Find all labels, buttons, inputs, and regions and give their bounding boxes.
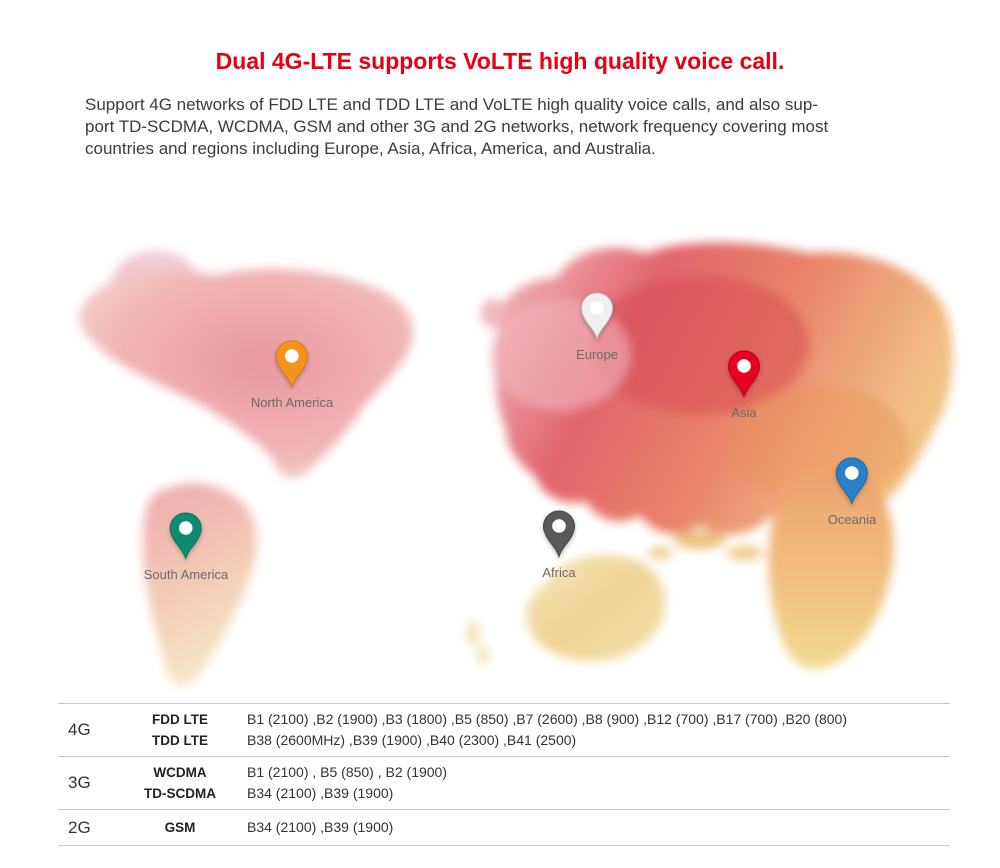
table-row-2g: 2G GSM B34 (2100) ,B39 (1900)	[58, 809, 950, 846]
tech-wcdma: WCDMA	[153, 765, 207, 780]
bands-fdd-lte: B1 (2100) ,B2 (1900) ,B3 (1800) ,B5 (850…	[247, 711, 848, 727]
generation-label: 4G	[68, 720, 91, 739]
eurasia-red-wash	[590, 275, 810, 415]
table-row-3g: 3G WCDMA TD-SCDMA B1 (2100) , B5 (850) ,…	[58, 756, 950, 809]
technology-labels: GSM	[126, 817, 234, 838]
pin-label-europe: Europe	[576, 347, 618, 362]
bands-wcdma: B1 (2100) , B5 (850) , B2 (1900)	[247, 764, 447, 780]
intro-line-2: port TD-SCDMA, WCDMA, GSM and other 3G a…	[85, 117, 829, 136]
pin-label-africa: Africa	[542, 565, 576, 580]
map-pin-north-america: North America	[251, 340, 333, 410]
continent-africa-shape	[768, 466, 894, 669]
intro-line-3: countries and regions including Europe, …	[85, 139, 656, 158]
band-values: B34 (2100) ,B39 (1900)	[234, 817, 950, 838]
pin-icon-africa	[542, 510, 576, 558]
pin-label-south-america: South America	[143, 567, 229, 582]
island-1	[674, 531, 726, 549]
bands-tdd-lte: B38 (2600MHz) ,B39 (1900) ,B40 (2300) ,B…	[247, 732, 577, 748]
band-values: B1 (2100) ,B2 (1900) ,B3 (1800) ,B5 (850…	[234, 709, 950, 751]
pin-icon-south-america	[169, 512, 202, 560]
continent-north-america	[79, 268, 414, 478]
page-title: Dual 4G-LTE supports VoLTE high quality …	[215, 48, 785, 74]
intro-line-1: Support 4G networks of FDD LTE and TDD L…	[85, 95, 818, 114]
bands-td-scdma: B34 (2100) ,B39 (1900)	[247, 785, 394, 801]
continent-australia-shape	[526, 554, 666, 662]
bands-gsm: B34 (2100) ,B39 (1900)	[247, 819, 394, 835]
island-4	[466, 621, 480, 645]
map-pin-europe: Europe	[576, 292, 618, 362]
map-pin-south-america: South America	[143, 512, 229, 582]
island-3	[648, 547, 672, 559]
pin-label-oceania: Oceania	[827, 512, 877, 527]
pin-icon-asia	[727, 350, 761, 398]
pin-icon-europe	[580, 292, 613, 340]
island-2	[727, 546, 763, 560]
britain-blob	[481, 298, 503, 328]
pin-label-north-america: North America	[250, 395, 334, 410]
tech-gsm: GSM	[164, 820, 196, 835]
map-pin-oceania: Oceania	[828, 457, 876, 527]
tech-td-scdma: TD-SCDMA	[144, 786, 216, 801]
generation-label: 2G	[68, 817, 91, 837]
world-map-section: North America South America Europe Asia	[0, 235, 1000, 695]
map-pin-africa: Africa	[542, 510, 576, 580]
tech-fdd-lte: FDD LTE	[152, 712, 208, 727]
technology-labels: WCDMA TD-SCDMA	[126, 762, 234, 804]
island-5	[477, 645, 489, 665]
generation-label: 3G	[68, 773, 91, 792]
band-values: B1 (2100) , B5 (850) , B2 (1900) B34 (21…	[234, 762, 950, 804]
frequency-table: 4G FDD LTE TDD LTE B1 (2100) ,B2 (1900) …	[58, 703, 950, 846]
pin-label-asia: Asia	[731, 405, 757, 420]
table-row-4g: 4G FDD LTE TDD LTE B1 (2100) ,B2 (1900) …	[58, 703, 950, 756]
pin-icon-oceania	[835, 457, 868, 505]
intro-paragraph: Support 4G networks of FDD LTE and TDD L…	[85, 94, 930, 160]
map-pin-asia: Asia	[727, 350, 761, 420]
technology-labels: FDD LTE TDD LTE	[126, 709, 234, 751]
pin-icon-north-america	[275, 340, 309, 388]
tech-tdd-lte: TDD LTE	[152, 733, 208, 748]
